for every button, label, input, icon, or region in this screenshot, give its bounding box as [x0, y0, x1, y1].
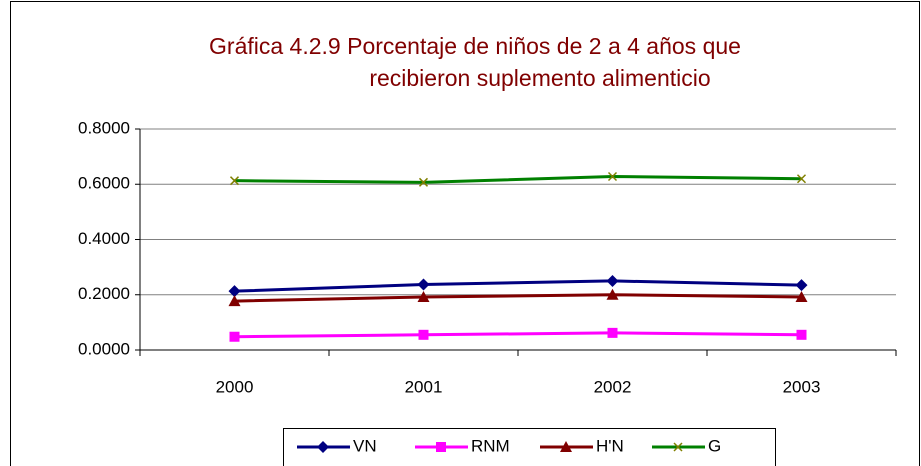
legend-marker — [436, 442, 446, 452]
marker — [795, 290, 808, 302]
y-tick-label: 0.2000 — [78, 284, 130, 303]
marker — [606, 288, 619, 300]
chart-title: Gráfica 4.2.9 Porcentaje de niños de 2 a… — [209, 33, 741, 59]
legend-marker — [317, 441, 329, 453]
legend-label: G — [708, 436, 721, 455]
legend-label: VN — [353, 436, 377, 455]
marker — [606, 274, 619, 287]
marker — [418, 177, 429, 187]
marker — [796, 174, 807, 184]
y-tick-label: 0.6000 — [78, 174, 130, 193]
series-line — [234, 279, 802, 293]
y-tick-label: 0.8000 — [78, 118, 130, 137]
marker — [795, 279, 808, 292]
marker — [417, 278, 430, 291]
marker — [229, 176, 240, 186]
x-tick-label: 2003 — [783, 377, 821, 396]
chart-title: recibieron suplemento alimenticio — [369, 65, 710, 91]
marker — [229, 331, 240, 342]
legend-marker — [673, 442, 683, 452]
marker — [228, 285, 241, 298]
x-tick-label: 2000 — [216, 377, 254, 396]
marker — [228, 295, 241, 307]
marker — [418, 329, 429, 340]
legend-label: H'N — [596, 436, 624, 455]
marker — [796, 329, 807, 340]
series-line — [234, 293, 802, 303]
x-tick-label: 2001 — [405, 377, 443, 396]
marker — [607, 327, 618, 338]
marker — [417, 290, 430, 302]
chart-border — [10, 1, 920, 466]
marker — [607, 171, 618, 182]
y-tick-label: 0.4000 — [78, 229, 130, 248]
legend-label: RNM — [471, 436, 510, 455]
series-line — [234, 175, 802, 184]
series-line — [234, 331, 802, 339]
x-tick-label: 2002 — [594, 377, 632, 396]
y-tick-label: 0.0000 — [78, 339, 130, 358]
legend-marker — [560, 441, 572, 452]
